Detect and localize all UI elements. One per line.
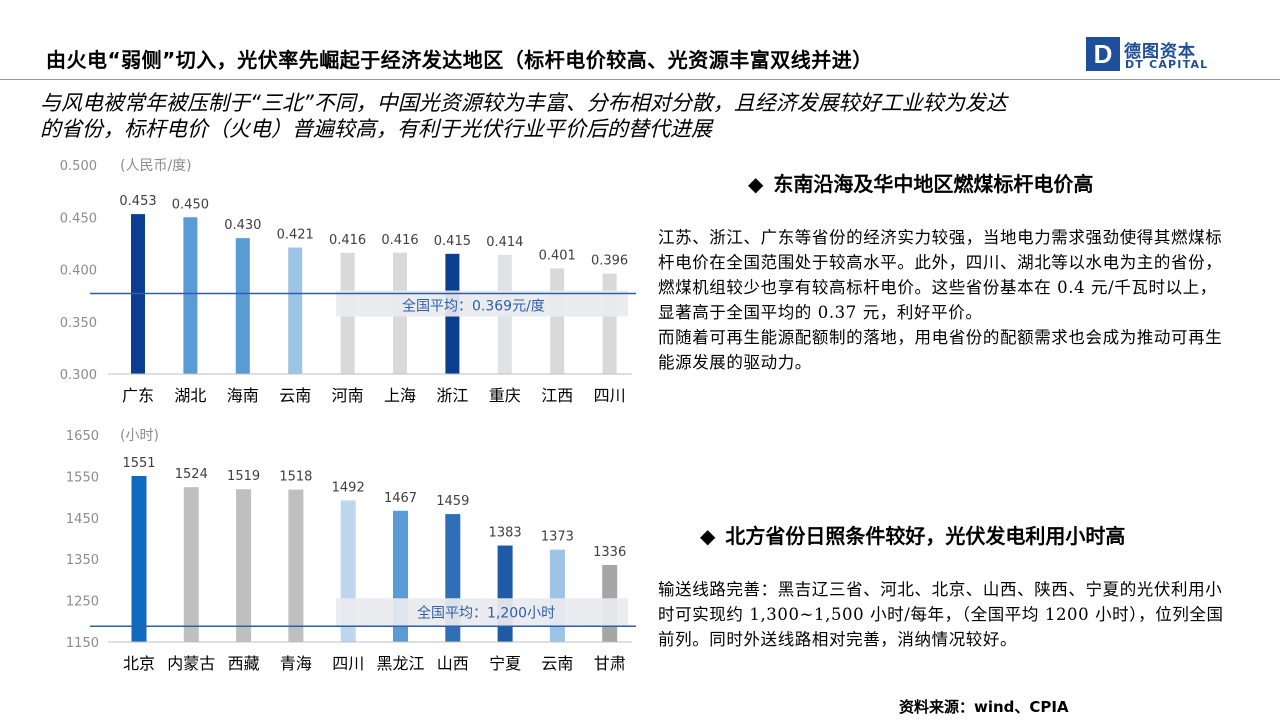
bar-value-label: 0.450 [172, 197, 209, 212]
section-body-price: 江苏、浙江、广东等省份的经济实力较强，当地电力需求强劲使得其燃煤标杆电价在全国范… [658, 225, 1228, 375]
subtitle: 与风电被常年被压制于“三北”不同，中国光资源较为丰富、分布相对分散，且经济发展较… [40, 90, 1200, 142]
y-tick-label: 1250 [66, 595, 99, 610]
bar-value-label: 1524 [175, 467, 208, 482]
bar [549, 549, 565, 642]
bar-value-label: 1383 [489, 526, 522, 541]
bar-value-label: 0.396 [591, 254, 628, 269]
bar-value-label: 0.421 [277, 228, 314, 243]
x-category-label: 上海 [384, 386, 416, 405]
logo-mark-letter: D [1094, 39, 1113, 69]
x-category-label: 宁夏 [489, 654, 521, 673]
bar [131, 475, 147, 642]
y-tick-label: 1450 [66, 512, 99, 527]
bar [183, 487, 199, 642]
dt-logo-icon: D [1086, 37, 1120, 71]
x-category-label: 北京 [123, 654, 155, 673]
section-paragraph: 江苏、浙江、广东等省份的经济实力较强，当地电力需求强劲使得其燃煤标杆电价在全国范… [658, 228, 1223, 322]
bar-value-label: 1551 [122, 456, 155, 471]
x-category-label: 甘肃 [594, 654, 626, 673]
section-heading-hours: ◆ 北方省份日照条件较好，光伏发电利用小时高 [700, 520, 1125, 549]
reference-label-box [336, 290, 628, 317]
x-category-label: 四川 [594, 386, 626, 405]
title-divider [0, 79, 1280, 80]
section-heading-text: 北方省份日照条件较好，光伏发电利用小时高 [725, 524, 1126, 548]
logo-name-en: DT CAPITAL [1125, 58, 1209, 71]
x-category-label: 四川 [332, 654, 364, 673]
y-tick-label: 0.350 [60, 316, 97, 331]
y-tick-label: 1550 [66, 470, 99, 485]
bar-value-label: 0.401 [539, 248, 576, 263]
section-heading-price: ◆ 东南沿海及华中地区燃煤标杆电价高 [748, 168, 1093, 197]
bar-value-label: 0.430 [224, 218, 261, 233]
bar-value-label: 1336 [593, 545, 626, 560]
x-category-label: 广东 [122, 386, 154, 405]
y-unit-label: (人民币/度) [120, 158, 192, 174]
y-tick-label: 0.450 [60, 211, 97, 226]
reference-label-box [336, 598, 628, 627]
data-source-note: 资料来源：wind、CPIA [899, 698, 1069, 716]
x-category-label: 青海 [280, 654, 312, 673]
x-category-label: 云南 [541, 654, 573, 673]
bar [497, 545, 513, 642]
y-tick-label: 1150 [66, 636, 99, 651]
bar [236, 489, 252, 642]
subtitle-line-1: 与风电被常年被压制于“三北”不同，中国光资源较为丰富、分布相对分散，且经济发展较… [40, 91, 1007, 115]
bar [183, 217, 198, 374]
y-unit-label: (小时) [120, 428, 159, 444]
bar-value-label: 0.416 [329, 233, 366, 248]
y-tick-label: 1650 [66, 429, 99, 444]
x-category-label: 重庆 [489, 386, 521, 405]
section-paragraph: 而随着可再生能源配额制的落地，用电省份的配额需求也会成为推动可再生能源发展的驱动… [658, 328, 1223, 372]
bar-value-label: 0.453 [119, 194, 156, 209]
x-category-label: 海南 [227, 386, 259, 405]
x-category-label: 江西 [541, 386, 573, 405]
section-body-hours: 输送线路完善：黑吉辽三省、河北、北京、山西、陕西、宁夏的光伏利用小时可实现约 1… [658, 577, 1228, 652]
bar-value-label: 1492 [332, 480, 365, 495]
x-category-label: 西藏 [228, 654, 260, 673]
pv-utilization-hours-chart: 1650 1550 1450 1350 1250 1150 (小时) 1551 北京 1524 内蒙… [66, 428, 636, 673]
bar-value-label: 1519 [227, 469, 260, 484]
bar-value-label: 1373 [541, 530, 574, 545]
bar-value-label: 0.415 [434, 234, 471, 249]
y-tick-label: 0.300 [60, 368, 97, 383]
page-title: 由火电“弱侧”切入，光伏率先崛起于经济发达地区（标杆电价较高、光资源丰富双线并进… [46, 48, 873, 72]
diamond-bullet-icon: ◆ [700, 524, 716, 548]
logo-name-cn: 德图资本 [1124, 42, 1196, 62]
bar-value-label: 0.416 [381, 233, 418, 248]
y-tick-label: 0.400 [60, 264, 97, 279]
y-tick-label: 0.500 [60, 159, 97, 174]
bar [602, 273, 617, 374]
x-category-label: 内蒙古 [167, 654, 215, 673]
national-average-label: 全国平均：0.369元/度 [402, 298, 545, 315]
bar [288, 247, 303, 374]
x-category-label: 山西 [437, 654, 469, 673]
x-category-label: 云南 [279, 386, 311, 405]
company-logo: D 德图资本 DT CAPITAL [1086, 37, 1216, 73]
bar [550, 268, 565, 374]
section-heading-text: 东南沿海及华中地区燃煤标杆电价高 [773, 172, 1094, 196]
bar-value-label: 1459 [436, 494, 469, 509]
y-tick-label: 1350 [66, 553, 99, 568]
bar [235, 238, 250, 374]
section-paragraph: 输送线路完善：黑吉辽三省、河北、北京、山西、陕西、宁夏的光伏利用小时可实现约 1… [658, 580, 1224, 649]
subtitle-line-2: 的省份，标杆电价（火电）普遍较高，有利于光伏行业平价后的替代进展 [40, 117, 712, 141]
diamond-bullet-icon: ◆ [748, 172, 764, 196]
bar-value-label: 1518 [279, 470, 312, 485]
bar [288, 489, 304, 642]
x-category-label: 河南 [332, 386, 364, 405]
bar-value-label: 1467 [384, 491, 417, 506]
bar-value-label: 0.414 [486, 235, 523, 250]
x-category-label: 黑龙江 [376, 654, 424, 673]
national-average-label: 全国平均：1,200小时 [417, 604, 555, 621]
x-category-label: 湖北 [174, 386, 206, 405]
coal-benchmark-price-chart: 0.500 0.450 0.400 0.350 0.300 (人民币/度) 0.453 广东 0… [60, 158, 636, 405]
x-category-label: 浙江 [436, 386, 468, 405]
